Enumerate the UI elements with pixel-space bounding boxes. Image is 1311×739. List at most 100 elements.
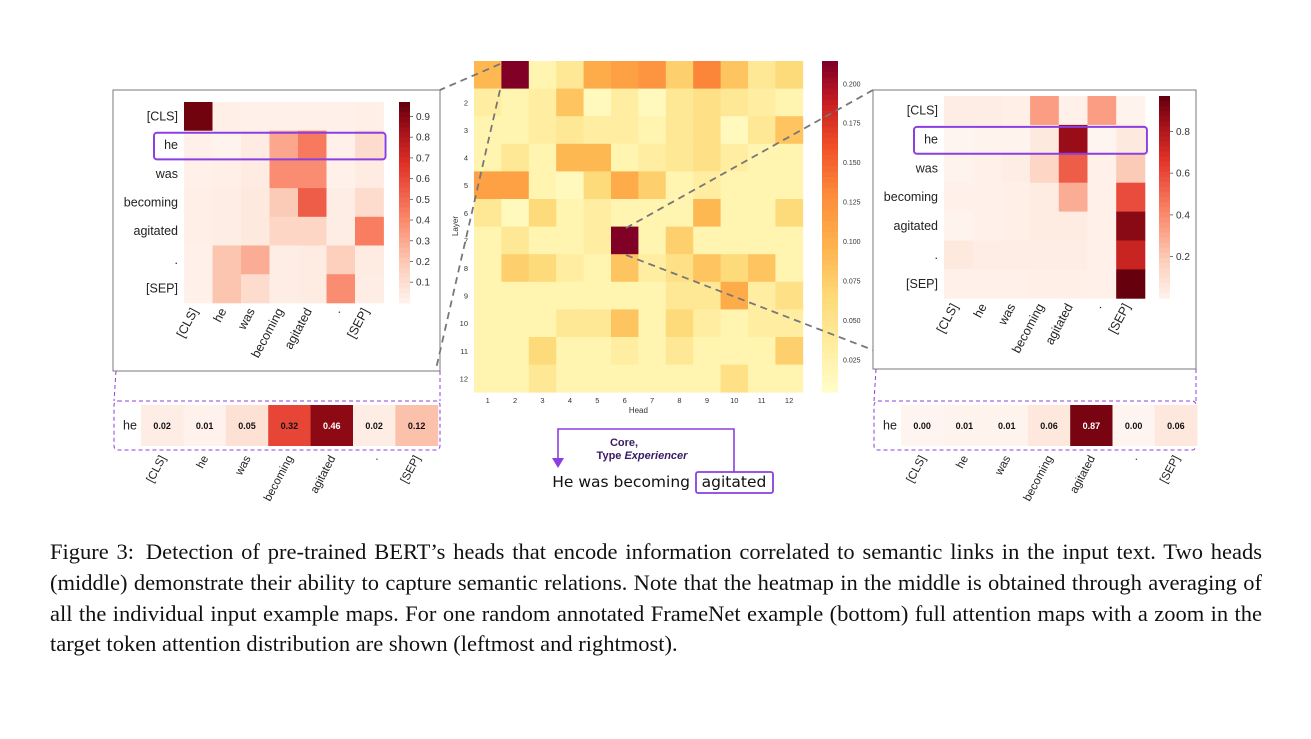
x-axis-title: Head bbox=[629, 406, 648, 415]
heatmap-cell bbox=[611, 61, 639, 89]
heatmap-cell bbox=[748, 61, 776, 89]
target-token: agitated bbox=[702, 473, 767, 491]
zoom-column-label: . bbox=[369, 454, 381, 462]
heatmap-cell bbox=[556, 364, 584, 393]
left-attention-map: [CLS][CLS]hehewaswasbecomingbecomingagit… bbox=[112, 89, 441, 372]
colorbar-segment bbox=[399, 177, 410, 183]
heatmap-cell bbox=[748, 171, 776, 200]
zoom-column-label: was bbox=[993, 454, 1014, 479]
colorbar-segment bbox=[399, 202, 410, 208]
colorbar-segment bbox=[822, 353, 838, 360]
heatmap-cell bbox=[611, 281, 639, 310]
colorbar-segment bbox=[822, 381, 838, 388]
heatmap-cell bbox=[1030, 124, 1060, 155]
heatmap-cell bbox=[972, 96, 1002, 126]
heatmap-cell bbox=[212, 216, 242, 246]
colorbar-segment bbox=[822, 204, 838, 211]
colorbar-segment bbox=[1159, 283, 1170, 289]
column-label: agitated bbox=[282, 306, 315, 352]
zoom-column-label: agitated bbox=[1068, 454, 1098, 496]
heatmap-cell bbox=[241, 130, 270, 160]
colorbar-tick-label: 0.200 bbox=[843, 81, 861, 88]
heatmap-cell bbox=[474, 337, 502, 365]
panel-frame bbox=[112, 89, 441, 372]
heatmap-cell bbox=[775, 309, 804, 338]
row-label: agitated bbox=[894, 219, 939, 233]
colorbar-segment bbox=[1159, 111, 1170, 117]
colorbar-segment bbox=[399, 232, 410, 239]
colorbar-tick-label: 0.8 bbox=[1176, 127, 1190, 138]
colorbar-segment bbox=[822, 276, 838, 283]
layer-tick-label: 12 bbox=[460, 374, 468, 383]
heatmap-cell bbox=[944, 269, 974, 299]
heatmap-cell bbox=[1001, 124, 1031, 155]
heatmap-cell bbox=[212, 274, 242, 304]
colorbar-segment bbox=[822, 226, 838, 233]
heatmap-cell bbox=[501, 143, 530, 172]
colorbar-segment bbox=[399, 237, 410, 244]
colorbar-segment bbox=[1159, 217, 1170, 223]
zoom-cell bbox=[901, 405, 944, 446]
zoom-value: 0.46 bbox=[323, 421, 341, 431]
colorbar-segment bbox=[399, 212, 410, 219]
heatmap-cell bbox=[1058, 240, 1088, 270]
heatmap-cell bbox=[611, 199, 639, 227]
heatmap-cell bbox=[528, 116, 557, 145]
heatmap-cell bbox=[638, 226, 667, 255]
colorbar-segment bbox=[822, 243, 838, 250]
row-label: [SEP] bbox=[146, 282, 178, 296]
heatmap-cell bbox=[748, 116, 776, 145]
heatmap-cell bbox=[1030, 153, 1060, 184]
heatmap-cell bbox=[1001, 96, 1031, 126]
colorbar-segment bbox=[399, 222, 410, 229]
heatmap-cell bbox=[1087, 124, 1117, 155]
grey-connector bbox=[625, 254, 874, 351]
colorbar-segment bbox=[1159, 262, 1170, 269]
colorbar-segment bbox=[822, 187, 838, 194]
caption-label: Figure 3: bbox=[50, 539, 135, 564]
colorbar-segment bbox=[399, 197, 410, 203]
heatmap-cell bbox=[775, 88, 804, 117]
zoom-column-label: becoming bbox=[262, 454, 296, 504]
row-label: becoming bbox=[124, 195, 178, 209]
colorbar-tick-label: 0.4 bbox=[416, 216, 430, 227]
row-label: he bbox=[164, 138, 178, 152]
row-label: was bbox=[915, 161, 938, 175]
heatmap-cell bbox=[528, 337, 557, 365]
heatmap-cell bbox=[501, 171, 530, 200]
heatmap-cell bbox=[298, 216, 327, 246]
heatmap-cell bbox=[355, 216, 384, 246]
row-label: was bbox=[155, 167, 178, 181]
colorbar-segment bbox=[399, 247, 410, 254]
heatmap-cell bbox=[944, 124, 974, 155]
colorbar-segment bbox=[399, 137, 410, 143]
heatmap-cell bbox=[693, 171, 721, 200]
heatmap-cell bbox=[501, 337, 530, 365]
example-sentence: He was becoming bbox=[552, 473, 690, 491]
heatmap-cell bbox=[665, 309, 694, 338]
heatmap-cell bbox=[720, 281, 749, 310]
heatmap-cell bbox=[638, 116, 667, 145]
heatmap-cell bbox=[269, 245, 299, 275]
colorbar-segment bbox=[1159, 141, 1170, 148]
heatmap-cell bbox=[269, 102, 299, 132]
y-axis-title: Layer bbox=[451, 216, 460, 236]
colorbar-segment bbox=[822, 154, 838, 161]
heatmap-cell bbox=[972, 182, 1002, 212]
heatmap-cell bbox=[665, 116, 694, 145]
colorbar-segment bbox=[822, 375, 838, 382]
colorbar-tick-label: 0.050 bbox=[843, 318, 861, 325]
left-zoom-strip: he 0.02 [CLS] 0.01 he 0.05 was 0.32 becoming 0.46… bbox=[113, 400, 441, 504]
figure-3-canvas: [CLS][CLS]hehewaswasbecomingbecomingagit… bbox=[112, 61, 1198, 504]
heatmap-cell bbox=[1116, 269, 1146, 299]
zoom-column-label: was bbox=[233, 454, 254, 479]
colorbar-segment bbox=[399, 147, 410, 153]
colorbar-segment bbox=[822, 72, 838, 79]
heatmap-cell bbox=[638, 171, 667, 200]
heatmap-cell bbox=[611, 171, 639, 200]
heatmap-cell bbox=[501, 309, 530, 338]
colorbar-segment bbox=[1159, 166, 1170, 173]
heatmap-cell bbox=[720, 199, 749, 227]
colorbar-segment bbox=[1159, 136, 1170, 143]
colorbar-segment bbox=[822, 149, 838, 156]
